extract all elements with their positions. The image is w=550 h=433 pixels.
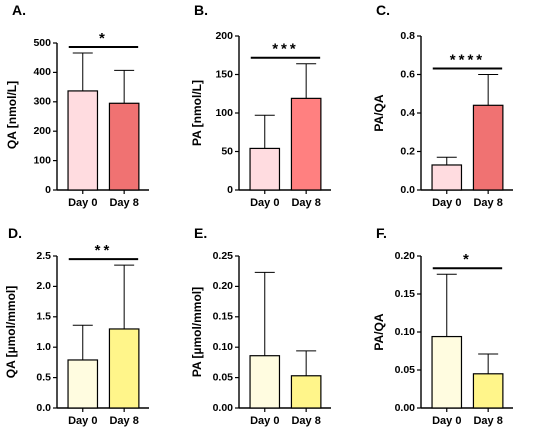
y-axis-title: PA/QA: [372, 94, 386, 131]
y-axis-title: PA [nmol/L]: [190, 80, 204, 146]
y-tick-label: 0.25: [213, 250, 234, 262]
significance-marker: *: [99, 30, 108, 47]
significance-marker: **: [95, 242, 113, 259]
bar: [431, 335, 463, 409]
x-tick-label: Day 8: [109, 197, 138, 209]
panel-label: C.: [376, 2, 390, 18]
y-tick-label: 0.00: [395, 402, 416, 414]
x-tick-label: Day 8: [291, 197, 320, 209]
y-tick-label: 0.05: [395, 364, 416, 376]
significance-marker: ***: [272, 41, 299, 58]
panel-label: E.: [194, 225, 207, 241]
x-tick-label: Day 0: [68, 415, 97, 427]
significance-marker: ****: [450, 52, 485, 69]
y-tick-label: 0: [45, 184, 51, 196]
panel-a: A. QA [nmol/L] 0 100 200 300 400 500 Day 0 Day 8 *: [5, 2, 149, 209]
x-tick-label: Day 0: [432, 415, 461, 427]
panel-b: B. PA [nmol/L] 0 50 100 150 200 Day 0 Day 8 ***: [190, 2, 331, 209]
y-axis-title: QA [nmol/L]: [5, 81, 19, 149]
y-tick-label: 150: [215, 68, 233, 80]
y-tick-label: 0.20: [213, 280, 234, 292]
x-tick-label: Day 8: [291, 415, 320, 427]
panel-label: F.: [376, 225, 387, 241]
y-tick-label: 0.2: [400, 145, 415, 157]
y-axis-title: QA [µmol/mmol]: [4, 286, 18, 378]
y-tick-label: 0.10: [213, 341, 234, 353]
panel-label: B.: [194, 2, 208, 18]
y-axis-title: PA/QA: [372, 313, 386, 350]
y-tick-label: 0.10: [395, 326, 416, 338]
bar: [249, 147, 281, 191]
panel-label: A.: [12, 2, 26, 18]
y-tick-label: 0.20: [395, 250, 416, 262]
bar: [108, 328, 140, 409]
y-tick-label: 0.05: [213, 371, 234, 383]
y-tick-label: 0.0: [400, 184, 415, 196]
y-tick-label: 0.15: [213, 311, 234, 323]
y-tick-label: 200: [33, 125, 51, 137]
y-tick-label: 500: [33, 37, 51, 49]
y-tick-label: 0.15: [395, 288, 416, 300]
panel-c: C. PA/QA 0.0 0.2 0.4 0.6 0.8 Day 0 Day 8 ****: [372, 2, 513, 209]
y-tick-label: 0.00: [213, 402, 234, 414]
y-tick-label: 100: [33, 154, 51, 166]
panel-d: D. QA [µmol/mmol] 0.0 0.5 1.0 1.5 2.0 2.5 Day 0 D…: [4, 225, 149, 427]
x-tick-label: Day 0: [68, 197, 97, 209]
y-tick-label: 1.5: [36, 311, 51, 323]
x-tick-label: Day 0: [250, 197, 279, 209]
bar: [249, 355, 281, 409]
bar: [290, 97, 322, 191]
bar: [67, 90, 99, 191]
y-tick-label: 2.5: [36, 250, 51, 262]
y-tick-label: 0.6: [400, 68, 415, 80]
bar: [290, 375, 322, 409]
y-tick-label: 200: [215, 30, 233, 42]
y-tick-label: 50: [221, 145, 233, 157]
x-tick-label: Day 0: [250, 415, 279, 427]
y-tick-label: 0.5: [36, 371, 51, 383]
bar: [472, 373, 504, 409]
y-tick-label: 0.0: [36, 402, 51, 414]
bar: [472, 104, 504, 191]
y-tick-label: 0.8: [400, 30, 415, 42]
bar: [108, 102, 140, 191]
bar: [67, 359, 99, 409]
panel-label: D.: [8, 225, 22, 241]
panel-f: F. PA/QA 0.00 0.05 0.10 0.15 0.20 Day 0 Day 8 *: [372, 225, 513, 427]
y-tick-label: 400: [33, 66, 51, 78]
y-tick-label: 2.0: [36, 280, 51, 292]
x-tick-label: Day 8: [473, 415, 502, 427]
x-tick-label: Day 8: [109, 415, 138, 427]
y-tick-label: 1.0: [36, 341, 51, 353]
y-axis-title: PA [µmol/mmol]: [190, 287, 204, 377]
y-tick-label: 0: [227, 184, 233, 196]
y-tick-label: 100: [215, 107, 233, 119]
x-tick-label: Day 0: [432, 197, 461, 209]
significance-marker: *: [463, 251, 472, 268]
bar: [431, 164, 463, 191]
y-tick-label: 0.4: [400, 107, 415, 119]
panel-e: E. PA [µmol/mmol] 0.00 0.05 0.10 0.15 0.20 0.25…: [190, 225, 331, 427]
x-tick-label: Day 8: [473, 197, 502, 209]
y-tick-label: 300: [33, 96, 51, 108]
